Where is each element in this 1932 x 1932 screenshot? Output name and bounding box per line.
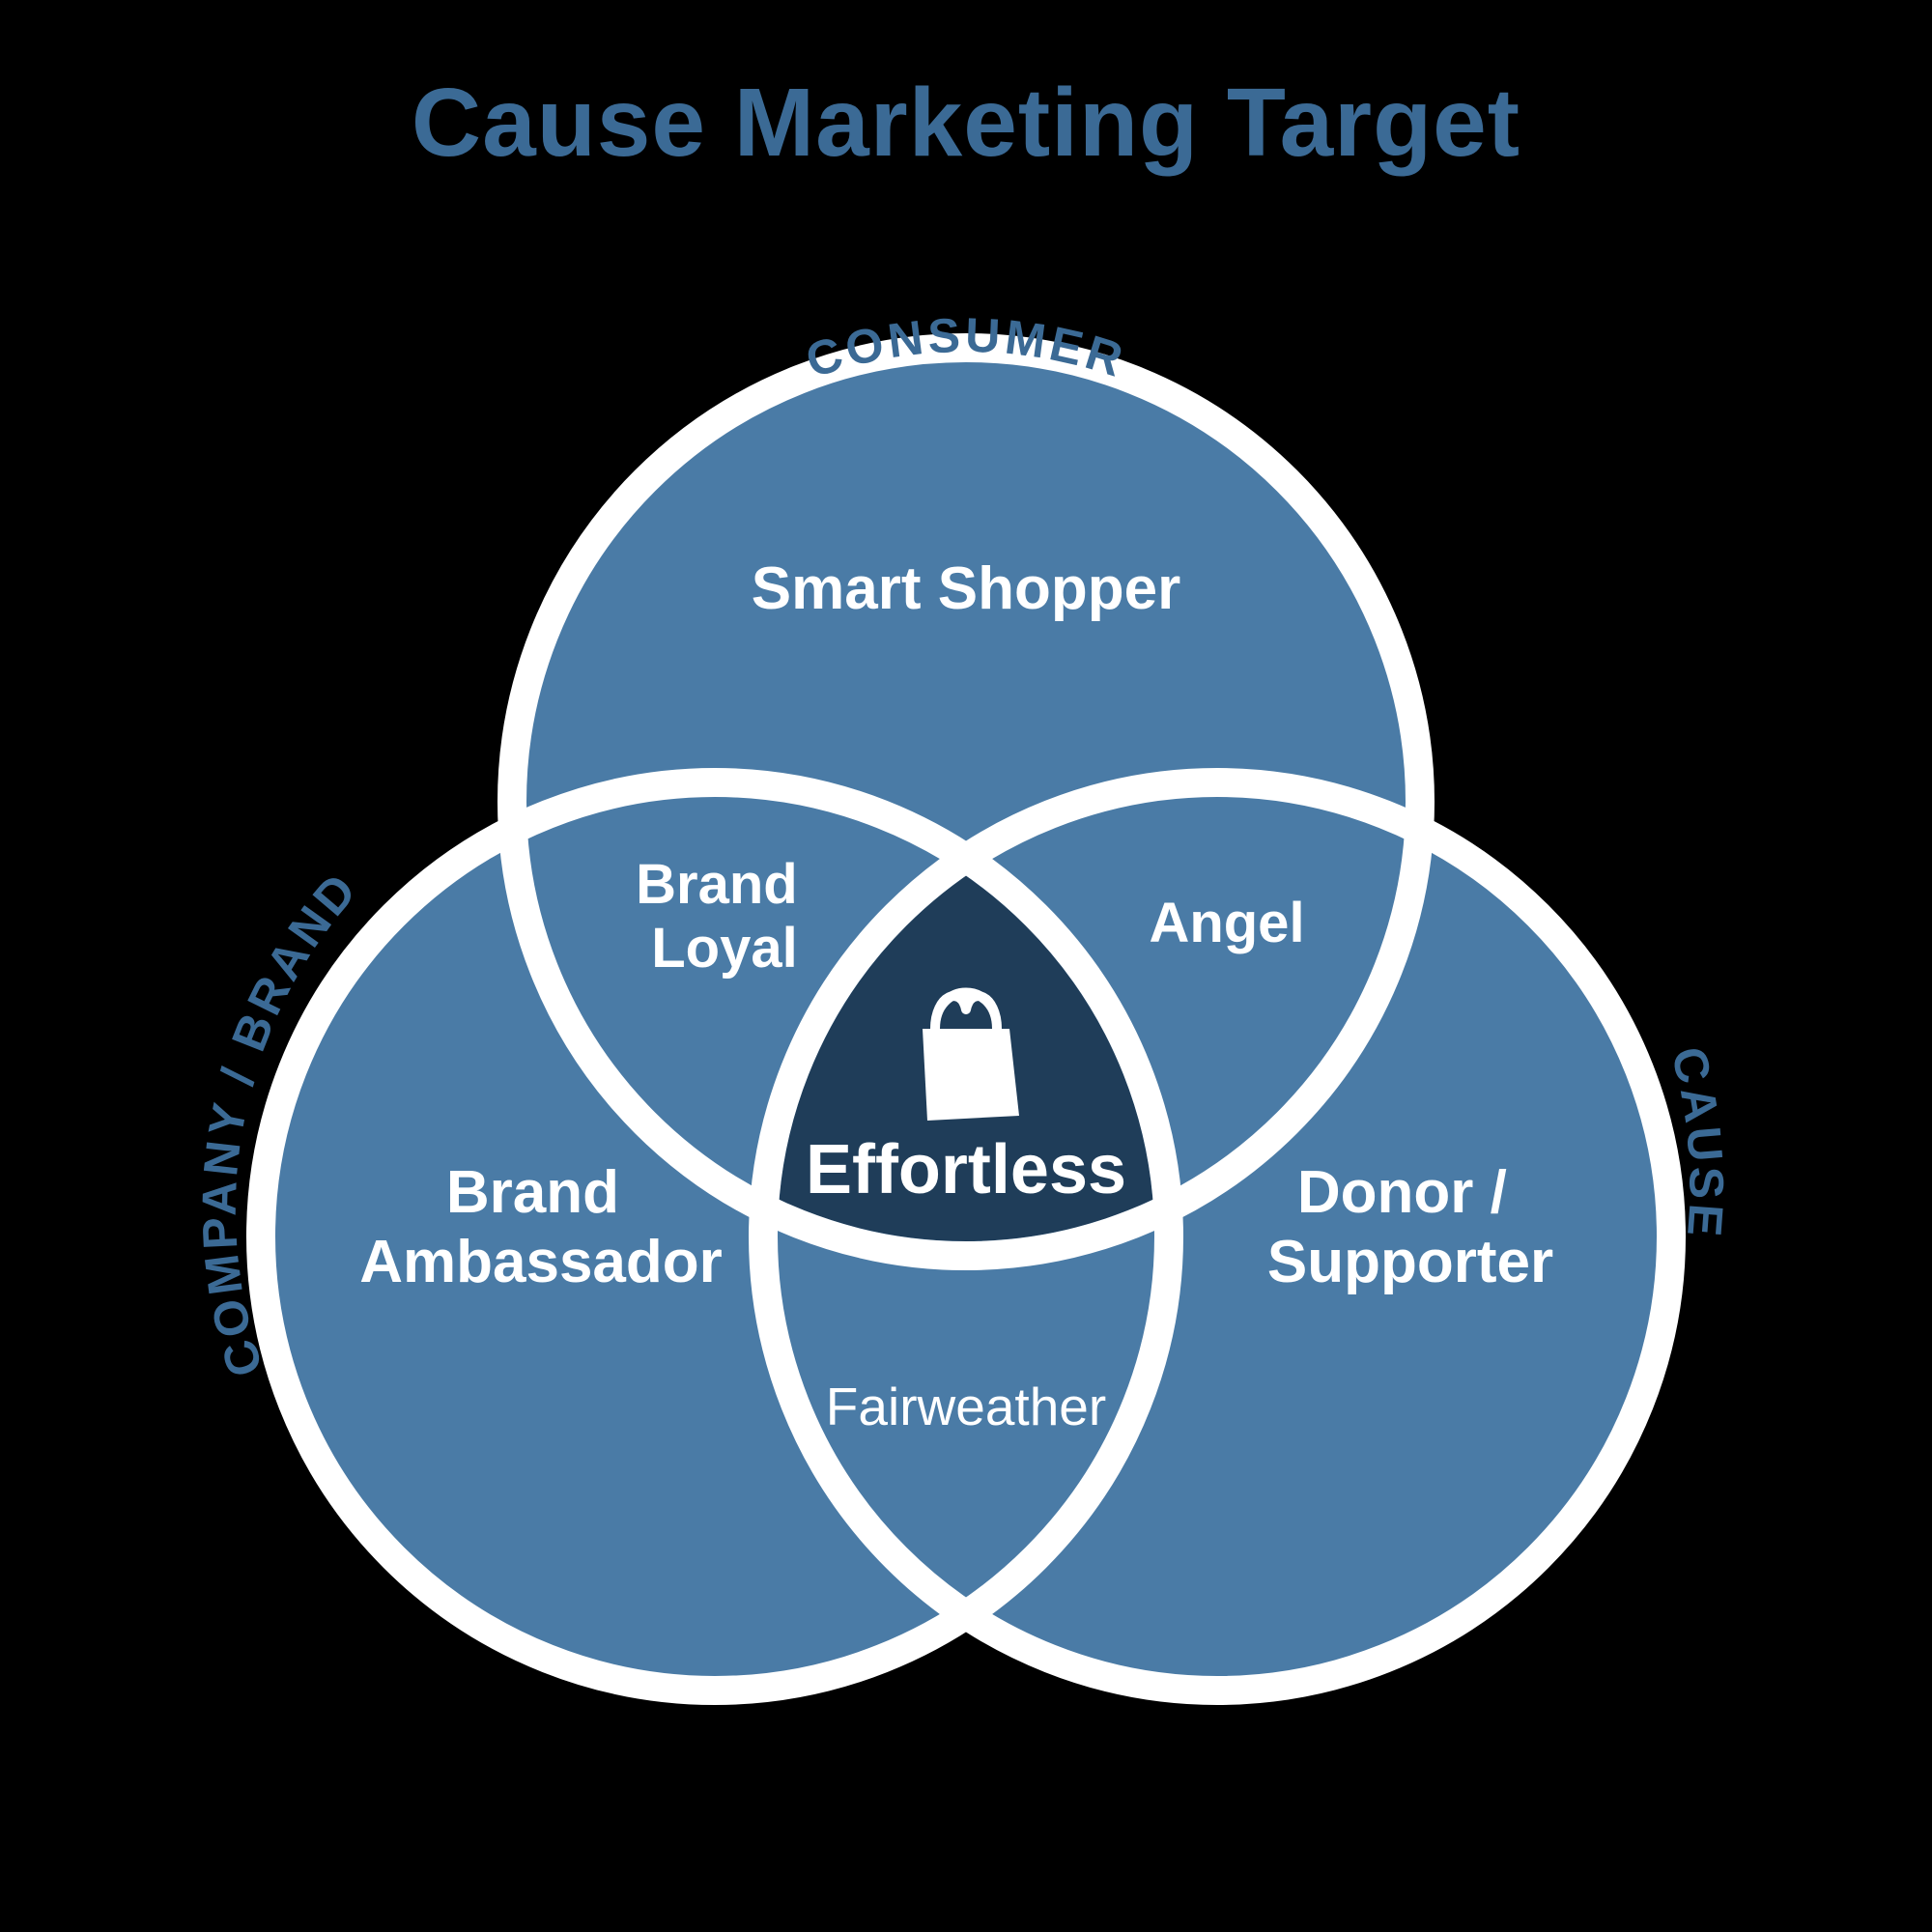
region-label-fairweather: Fairweather <box>826 1377 1106 1436</box>
region-label-effortless: Effortless <box>806 1131 1126 1208</box>
region-label-brand-loyal: Brand Loyal <box>636 853 813 980</box>
region-label-angel: Angel <box>1149 892 1304 954</box>
venn-diagram: CONSUMER COMPANY / BRAND CAUSE Smart Sho… <box>0 0 1932 1932</box>
region-label-smart-shopper: Smart Shopper <box>752 555 1180 622</box>
